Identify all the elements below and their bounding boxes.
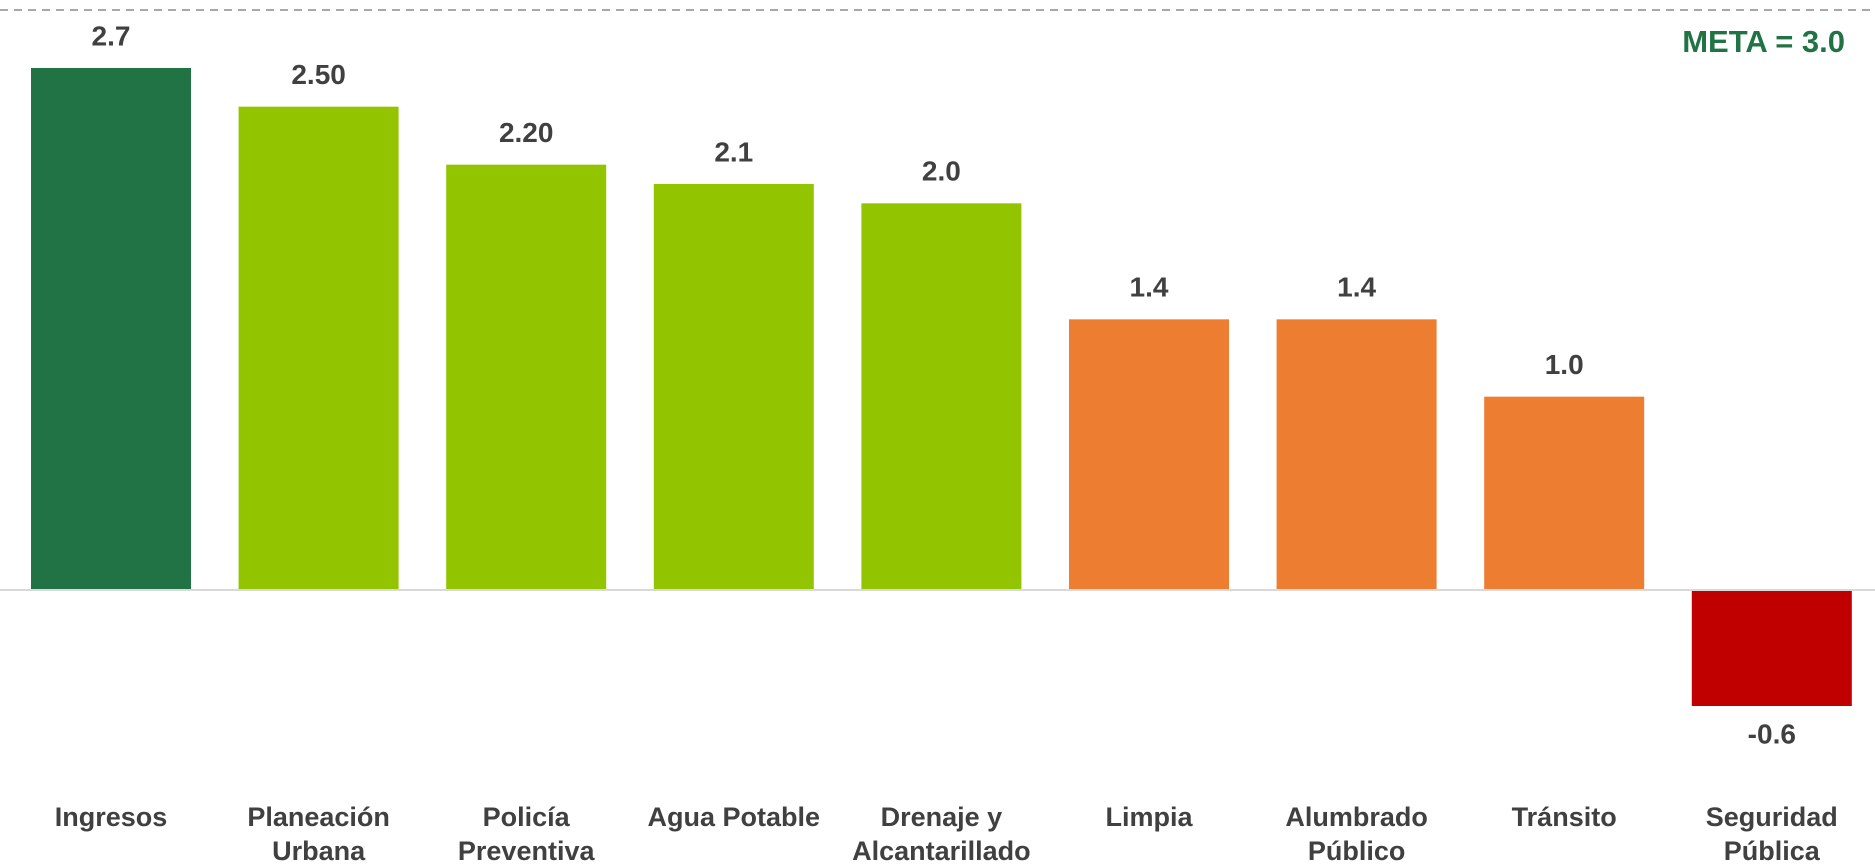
category-label: Ingresos [54,802,168,832]
value-label: 2.50 [291,59,346,90]
bar [31,68,191,590]
value-label: -0.6 [1748,718,1796,749]
value-label: 1.0 [1545,349,1584,380]
category-label: Planeación Urbana [247,802,390,866]
category-label: Limpia [1105,802,1193,832]
category-label: Tránsito [1511,802,1617,832]
value-label: 2.20 [499,117,554,148]
category-label: Policía Preventiva [457,802,595,866]
category-label: Drenaje y Alcantarillado [852,802,1031,866]
bar [861,203,1022,591]
value-label: 1.4 [1337,272,1376,303]
bar [653,184,814,590]
category-label: Seguridad Pública [1705,802,1838,866]
value-label: 1.4 [1130,272,1169,303]
bar [1484,396,1645,590]
bar [1069,319,1229,590]
category-label: Alumbrado Público [1285,802,1428,866]
value-label: 2.0 [922,156,961,187]
target-annotation: META = 3.0 [1682,24,1845,59]
bar [238,106,399,591]
bar [1276,319,1437,590]
category-label: Agua Potable [647,802,821,832]
bar [446,164,607,590]
bar [1691,590,1852,706]
value-label: 2.1 [714,136,753,167]
value-label: 2.7 [92,20,131,51]
